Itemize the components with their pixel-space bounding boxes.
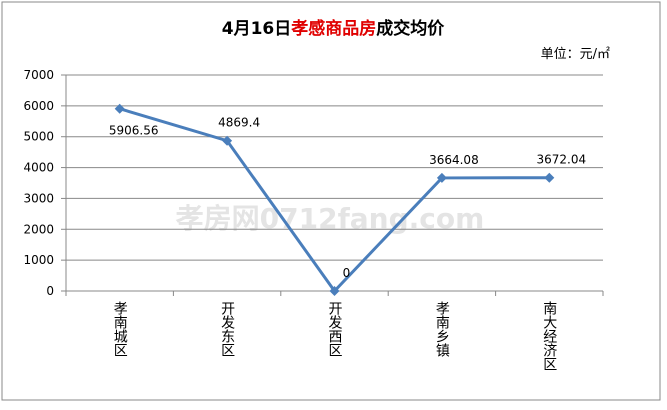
y-tick-label: 1000 — [23, 253, 54, 267]
y-tick-label: 7000 — [23, 68, 54, 82]
data-label: 0 — [343, 266, 351, 280]
data-label: 5906.56 — [109, 124, 159, 138]
watermark: 孝房网0712fang.com — [176, 202, 485, 235]
data-marker — [114, 103, 125, 114]
data-marker — [222, 135, 233, 146]
y-tick-label: 5000 — [23, 130, 54, 144]
data-marker — [329, 286, 340, 296]
title-part: 4月16日 — [222, 19, 292, 39]
data-label: 3664.08 — [429, 153, 479, 167]
x-tick-label: 孝南城区 — [112, 301, 128, 357]
x-tick-label: 南大经济区 — [541, 301, 557, 371]
title-highlight: 孝感商品房 — [291, 18, 376, 39]
y-tick-label: 4000 — [23, 161, 54, 175]
y-tick-label: 0 — [46, 284, 54, 298]
y-tick-label: 6000 — [23, 99, 54, 113]
x-tick-label: 孝南乡镇 — [434, 301, 450, 357]
x-tick-label: 开发东区 — [219, 301, 235, 357]
x-tick-label: 开发西区 — [327, 301, 343, 357]
y-tick-label: 2000 — [23, 222, 54, 236]
title-part: 成交均价 — [376, 18, 445, 39]
chart-border — [1, 1, 661, 401]
unit-label: 单位：元/㎡ — [541, 47, 610, 62]
data-label: 4869.4 — [218, 116, 260, 130]
data-marker — [544, 172, 555, 183]
data-marker — [436, 172, 447, 183]
data-label: 3672.04 — [536, 153, 586, 167]
y-tick-label: 3000 — [23, 191, 54, 205]
chart-title: 4月16日孝感商品房成交均价 — [222, 18, 445, 39]
